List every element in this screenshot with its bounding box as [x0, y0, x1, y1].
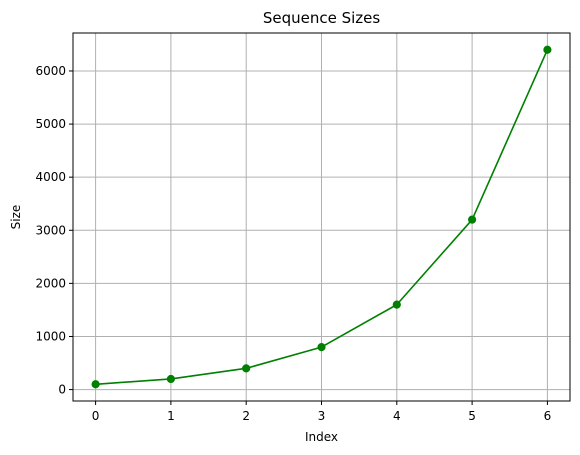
- y-tick-label: 1000: [35, 329, 66, 343]
- x-tick-label: 3: [318, 409, 326, 423]
- x-axis-label: Index: [305, 430, 338, 444]
- chart-title: Sequence Sizes: [263, 9, 381, 27]
- data-point: [392, 300, 401, 309]
- y-tick-label: 6000: [35, 64, 66, 78]
- x-tick-label: 2: [242, 409, 250, 423]
- y-axis-label: Size: [9, 205, 23, 230]
- x-tick-label: 1: [167, 409, 175, 423]
- ticks: 0 1 2 3 4 5 6 0 1000 2000 3000 4000 5000 6000: [35, 64, 551, 423]
- x-tick-label: 6: [544, 409, 552, 423]
- data-point: [166, 374, 175, 384]
- x-tick-label: 0: [92, 409, 100, 423]
- y-tick-label: 2000: [35, 276, 66, 290]
- y-tick-label: 4000: [35, 170, 66, 184]
- y-tick-label: 5000: [35, 117, 66, 131]
- y-tick-label: 0: [58, 383, 66, 397]
- data-point: [543, 45, 552, 54]
- series-layer: [91, 45, 552, 389]
- data-point: [317, 343, 326, 352]
- data-point: [242, 364, 251, 373]
- data-point: [468, 215, 477, 224]
- x-tick-label: 4: [393, 409, 401, 423]
- y-tick-label: 3000: [35, 223, 66, 237]
- x-tick-label: 5: [468, 409, 476, 423]
- data-point: [91, 380, 100, 389]
